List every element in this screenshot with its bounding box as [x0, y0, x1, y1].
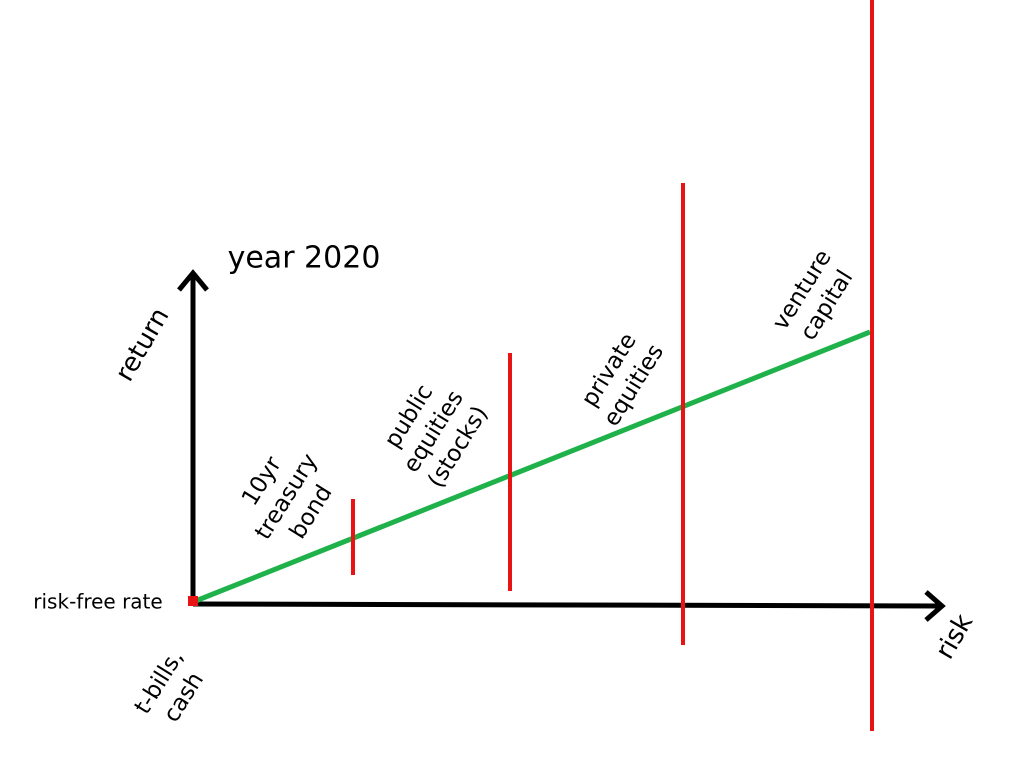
y-axis-label: return [110, 303, 176, 387]
x-axis-label: risk [930, 609, 979, 664]
origin-label: risk-free rate [33, 590, 162, 614]
x-axis [192, 601, 944, 609]
title: year 2020 [228, 241, 381, 276]
x-arrow [924, 590, 946, 622]
origin-point [188, 596, 198, 606]
asset-label: t-bills,cash [130, 645, 209, 727]
y-arrow [177, 269, 209, 292]
return-line [192, 329, 871, 605]
